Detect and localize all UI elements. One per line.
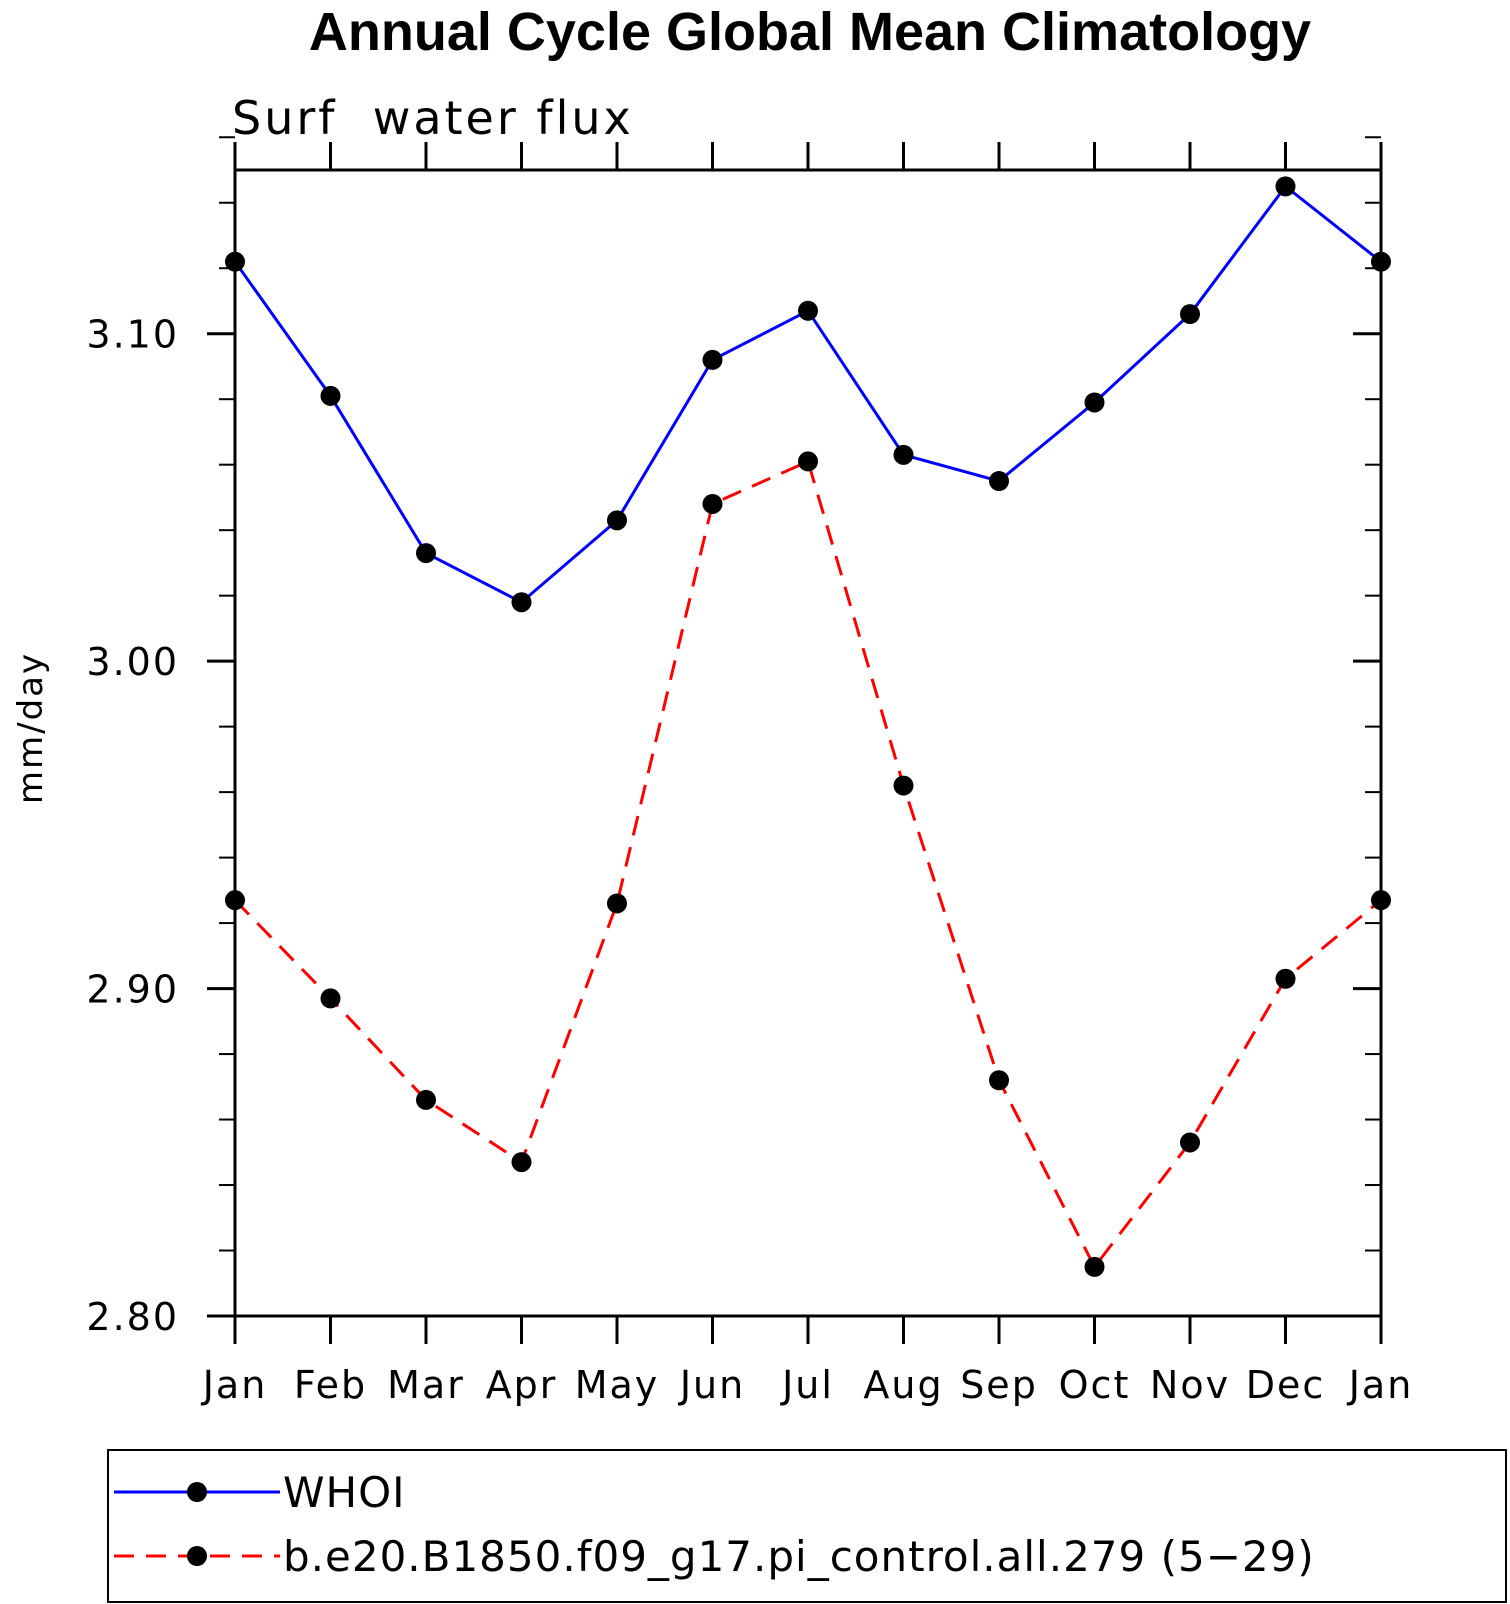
x-tick-label: Mar — [387, 1363, 465, 1407]
plot-frame — [233, 168, 1383, 1318]
data-point — [416, 543, 436, 564]
series-line-0 — [233, 184, 1382, 605]
data-point — [320, 988, 341, 1009]
x-tick-label: Oct — [1059, 1363, 1131, 1407]
x-tick-label: Apr — [486, 1363, 558, 1407]
data-point — [1084, 392, 1105, 413]
x-tick-label: Jan — [1347, 1363, 1414, 1407]
x-tick-labels: Jan Feb Mar Apr May Jun Jul Aug Sep Oct Nov Dec Jan — [201, 1363, 1414, 1407]
series-lines — [233, 184, 1382, 1270]
data-point — [1180, 304, 1200, 325]
data-point — [893, 444, 914, 465]
data-point — [893, 775, 914, 796]
y-tick-label: 2.80 — [86, 1295, 179, 1339]
series-line-1 — [233, 459, 1382, 1270]
x-tick-label: Jan — [201, 1363, 268, 1407]
legend-marker-1 — [187, 1546, 207, 1566]
x-tick-label: Dec — [1246, 1363, 1326, 1407]
data-point — [225, 890, 245, 911]
data-point — [798, 451, 818, 472]
axis-ticks — [207, 136, 1383, 1344]
x-tick-label: Aug — [863, 1363, 943, 1407]
data-point — [1180, 1132, 1200, 1153]
data-point — [225, 251, 245, 272]
data-point — [320, 385, 341, 406]
data-point — [989, 471, 1009, 492]
x-tick-label: Jul — [780, 1363, 834, 1407]
data-point — [1275, 176, 1296, 197]
data-point — [702, 493, 723, 514]
data-point — [607, 510, 627, 531]
data-point — [702, 349, 723, 370]
data-point — [798, 300, 818, 321]
data-point — [1371, 251, 1391, 272]
y-tick-label: 2.90 — [86, 968, 179, 1012]
x-tick-label: May — [575, 1363, 660, 1407]
legend-label-1: b.e20.B1850.f09_g17.pi_control.all.279 (… — [283, 1532, 1315, 1581]
data-point — [511, 1152, 532, 1173]
legend-box — [107, 1449, 1507, 1603]
data-point — [607, 893, 627, 914]
legend: WHOI b.e20.B1850.f09_g17.pi_control.all.2… — [114, 1468, 1315, 1581]
data-point — [1084, 1256, 1105, 1277]
x-tick-label: Nov — [1150, 1363, 1230, 1407]
y-tick-label: 3.10 — [86, 313, 179, 357]
legend-label-0: WHOI — [283, 1468, 406, 1517]
x-tick-label: Jun — [678, 1363, 745, 1407]
chart-subtitle: Surf water flux — [232, 91, 634, 145]
data-point — [1371, 890, 1391, 911]
data-point — [989, 1070, 1009, 1091]
legend-marker-0 — [187, 1482, 207, 1502]
x-tick-label: Feb — [294, 1363, 367, 1407]
data-point — [416, 1089, 436, 1110]
x-tick-label: Sep — [960, 1363, 1038, 1407]
y-tick-label: 3.00 — [86, 640, 179, 684]
data-point — [511, 592, 532, 613]
y-tick-labels: 2.80 2.90 3.00 3.10 — [86, 313, 179, 1339]
y-axis-label: mm/day — [11, 652, 51, 804]
series-markers — [225, 176, 1391, 1277]
chart-title: Annual Cycle Global Mean Climatology — [309, 2, 1311, 62]
data-point — [1275, 968, 1296, 989]
